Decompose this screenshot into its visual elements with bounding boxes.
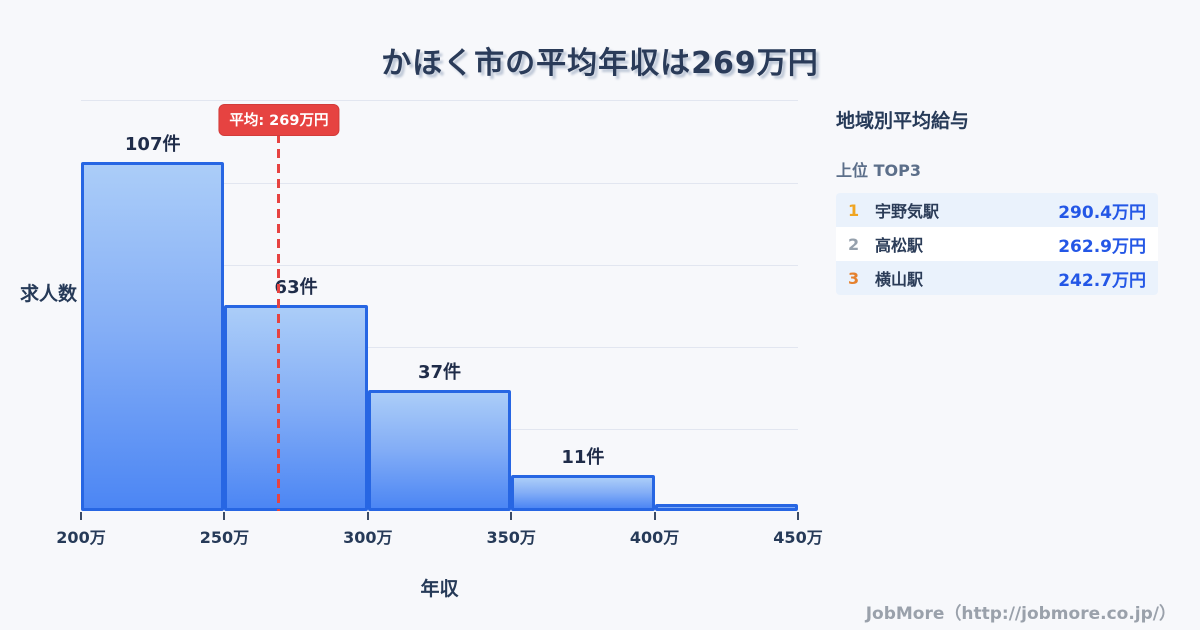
table-row: 2 高松駅 262.9万円: [836, 227, 1158, 261]
histogram-bar: [367, 390, 512, 511]
histogram-bar: [511, 475, 655, 511]
x-axis-tick: [653, 512, 656, 520]
x-tick-label: 300万: [343, 528, 393, 547]
histogram-bar: [654, 504, 798, 511]
x-tick-label: 450万: [773, 528, 823, 547]
mean-value-badge: 平均: 269万円: [218, 104, 340, 136]
top3-table: 1 宇野気駅 290.4万円 2 高松駅 262.9万円 3 横山駅 242.7…: [836, 193, 1158, 295]
gridline: [81, 347, 798, 348]
bar-count-label: 11件: [561, 447, 605, 468]
rank-number: 1: [848, 200, 860, 220]
x-axis-tick: [797, 512, 799, 520]
side-panel: 地域別平均給与 上位 TOP3 1 宇野気駅 290.4万円 2 高松駅 262…: [836, 106, 1158, 295]
histogram-bar: [224, 305, 368, 511]
credit-text: JobMore（http://jobmore.co.jp/）: [865, 604, 1176, 624]
page-title: かほく市の平均年収は269万円: [381, 46, 819, 81]
salary-value: 242.7万円: [1058, 270, 1146, 291]
gridline: [81, 265, 798, 266]
x-axis-tick: [510, 512, 513, 520]
gridline: [81, 183, 798, 184]
rank-number: 3: [848, 268, 860, 288]
x-axis-label: 年収: [420, 578, 459, 600]
table-row: 1 宇野気駅 290.4万円: [836, 193, 1158, 227]
side-panel-subheading: 上位 TOP3: [836, 161, 921, 180]
x-tick-label: 250万: [199, 528, 250, 547]
y-axis-label: 求人数: [20, 283, 78, 305]
x-axis-tick: [366, 512, 369, 520]
bar-count-label: 107件: [124, 134, 181, 155]
bar-count-label: 63件: [274, 277, 318, 298]
plot-area: 平均: 269万円 107件 63件 37件 11件 200万 250万 300万 350万 4…: [56, 100, 823, 547]
salary-value: 290.4万円: [1058, 202, 1146, 223]
station-name: 宇野気駅: [875, 202, 940, 221]
side-panel-heading: 地域別平均給与: [836, 110, 970, 132]
station-name: 横山駅: [875, 270, 924, 289]
salary-value: 262.9万円: [1058, 236, 1146, 257]
table-row: 3 横山駅 242.7万円: [836, 261, 1158, 295]
station-name: 高松駅: [875, 236, 924, 255]
x-axis-tick: [80, 512, 82, 520]
x-tick-label: 200万: [56, 528, 106, 547]
x-tick-label: 400万: [629, 528, 680, 547]
x-tick-label: 350万: [486, 528, 536, 547]
x-axis-tick: [223, 512, 226, 520]
mean-dashed-line: [277, 134, 281, 511]
histogram-bar: [81, 162, 225, 511]
bar-count-label: 37件: [417, 362, 462, 383]
rank-number: 2: [848, 234, 860, 254]
